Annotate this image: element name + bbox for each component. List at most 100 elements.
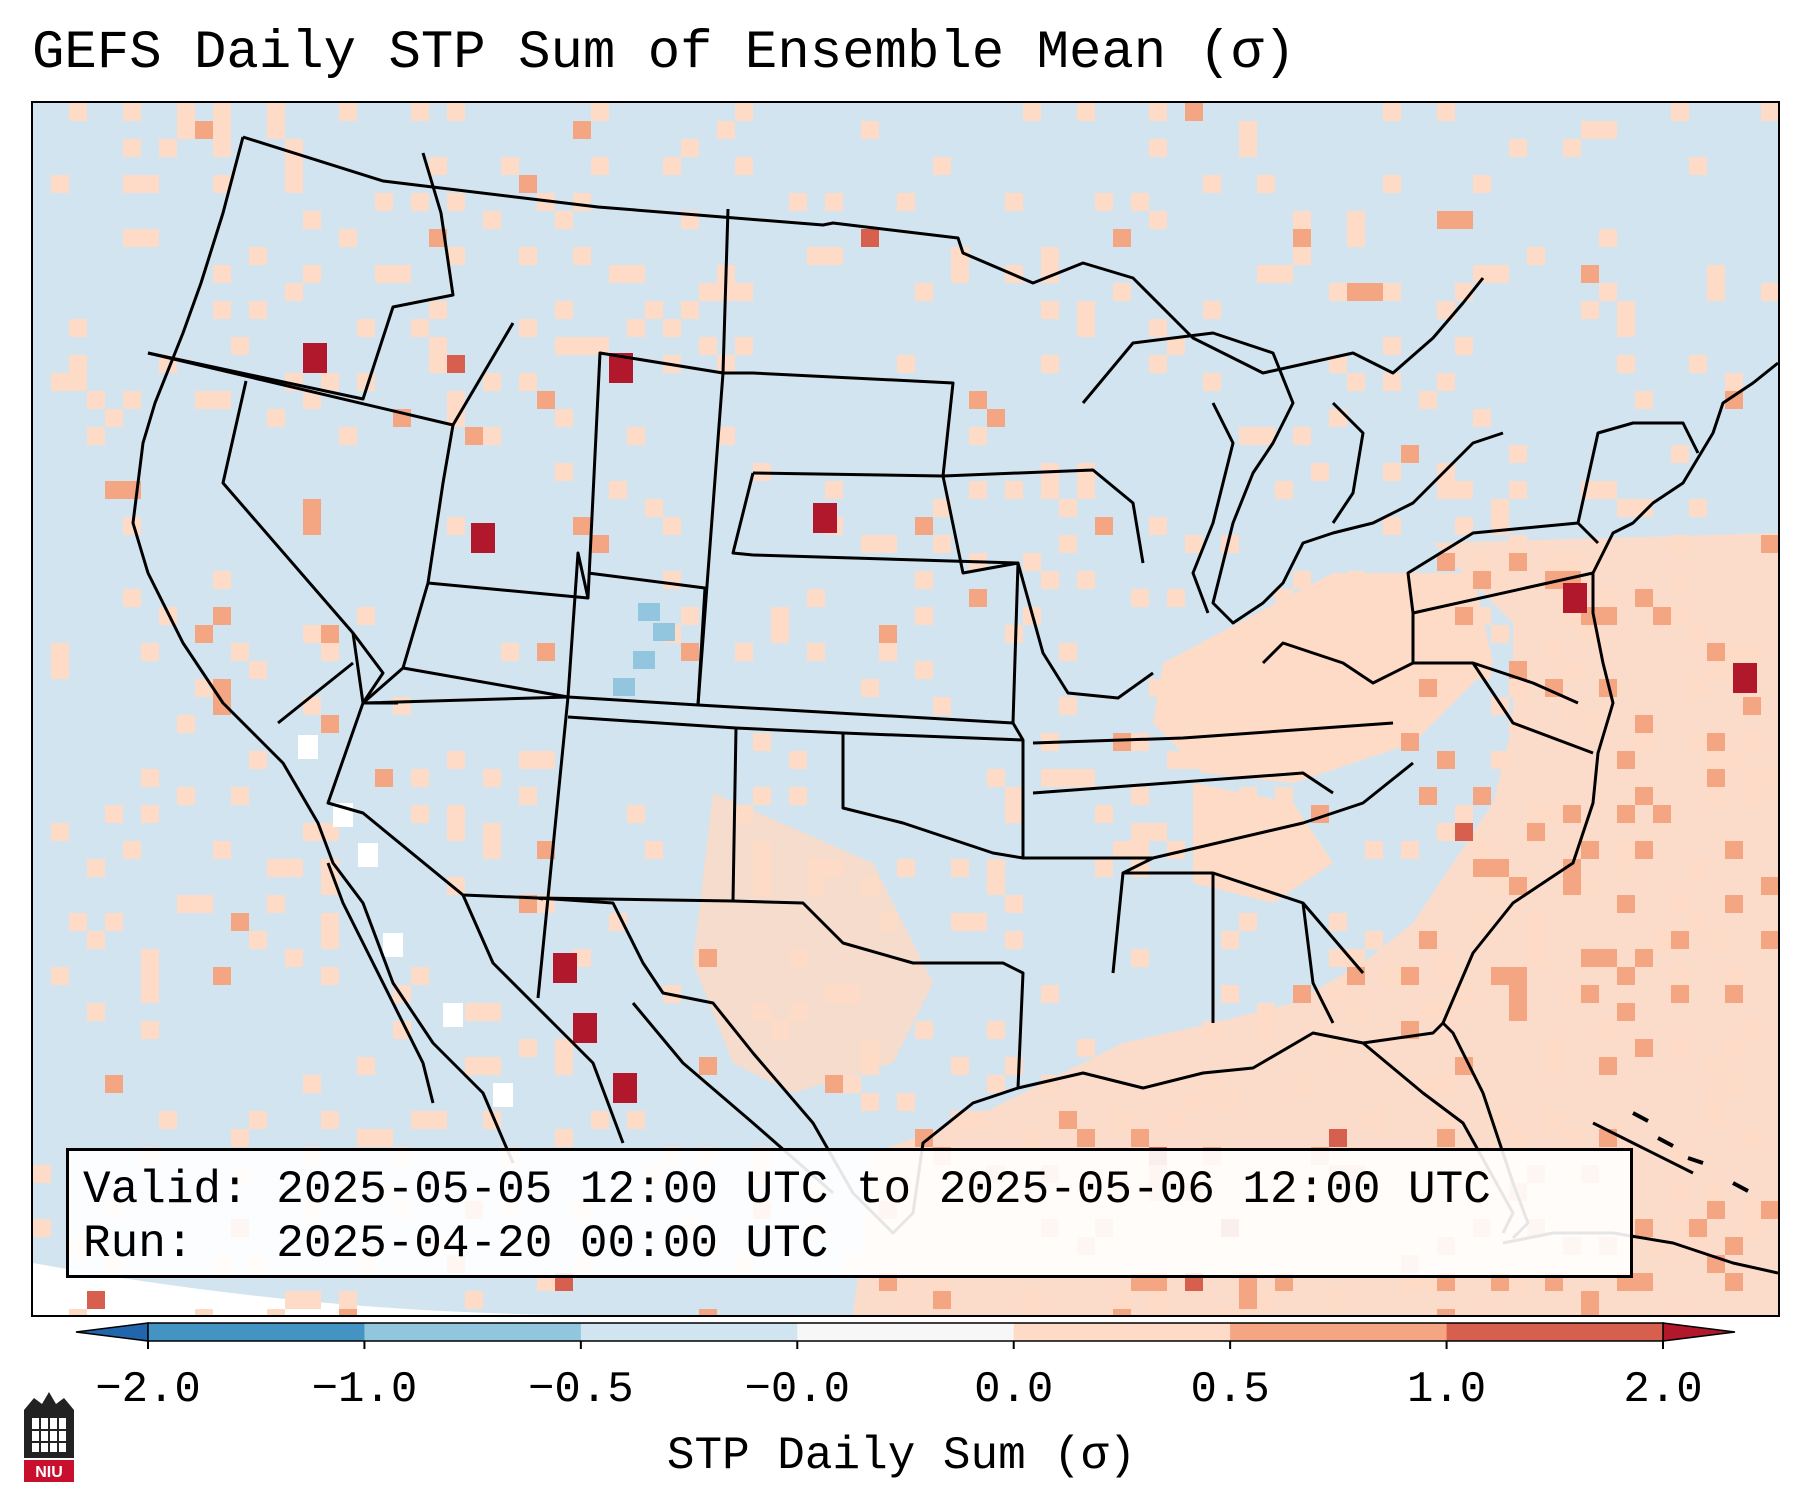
stp-cell xyxy=(141,967,159,985)
stp-cell xyxy=(627,427,645,445)
stp-cell xyxy=(231,643,249,661)
stp-cell xyxy=(1203,1075,1221,1093)
stp-cell xyxy=(915,571,933,589)
stp-cell xyxy=(1437,103,1455,121)
stp-cell xyxy=(1473,571,1491,589)
stp-cell xyxy=(1437,967,1455,985)
stp-cell xyxy=(465,1003,483,1021)
stp-cell xyxy=(627,805,645,823)
stp-cell xyxy=(1437,949,1455,967)
stp-cell xyxy=(1113,841,1131,859)
stp-cell xyxy=(1581,625,1599,643)
colorbar-border xyxy=(147,1322,1664,1342)
stp-cell xyxy=(1293,571,1311,589)
stp-cell xyxy=(735,103,753,121)
stp-cell xyxy=(1257,841,1275,859)
stp-cell xyxy=(591,157,609,175)
colorbar-tick-label: 1.0 xyxy=(1407,1365,1486,1415)
stp-cell xyxy=(1149,211,1167,229)
stp-extreme-cell xyxy=(553,953,577,983)
stp-cell xyxy=(915,517,933,535)
stp-cell xyxy=(879,625,897,643)
stp-cell xyxy=(1599,229,1617,247)
stp-cell xyxy=(1509,679,1527,697)
stp-cell xyxy=(1707,643,1725,661)
stp-cell xyxy=(897,859,915,877)
stp-cell xyxy=(1599,1057,1617,1075)
stp-cell xyxy=(177,787,195,805)
stp-cell xyxy=(1329,733,1347,751)
stp-cell xyxy=(1347,229,1365,247)
stp-cell xyxy=(1257,679,1275,697)
stp-cell xyxy=(1113,229,1131,247)
stp-cell xyxy=(87,1291,105,1309)
stp-cell xyxy=(1455,805,1473,823)
colorbar-tick-label: −0.5 xyxy=(528,1365,634,1415)
stp-cell xyxy=(1419,1003,1437,1021)
stp-cell xyxy=(213,607,231,625)
stp-cell xyxy=(1707,265,1725,283)
stp-cell xyxy=(1527,823,1545,841)
stp-cell xyxy=(1437,1075,1455,1093)
stp-cell xyxy=(1671,895,1689,913)
stp-map[interactable] xyxy=(33,103,1778,1315)
stp-cell xyxy=(591,337,609,355)
stp-cell xyxy=(1257,1291,1275,1309)
stp-cell xyxy=(1761,877,1778,895)
stp-cell xyxy=(267,103,285,121)
stp-cell xyxy=(51,661,69,679)
stp-cell xyxy=(1077,301,1095,319)
stp-cell xyxy=(915,607,933,625)
stp-cell xyxy=(1455,985,1473,1003)
stp-cell xyxy=(1185,1093,1203,1111)
stp-cell xyxy=(1473,787,1491,805)
stp-cell xyxy=(1437,211,1455,229)
stp-cell xyxy=(1635,499,1653,517)
stp-cell xyxy=(1329,985,1347,1003)
stp-cell xyxy=(339,427,357,445)
stp-cell xyxy=(753,733,771,751)
stp-cell xyxy=(1581,1309,1599,1315)
stp-cell xyxy=(1275,787,1293,805)
stp-cell xyxy=(897,1093,915,1111)
stp-cell xyxy=(1023,1129,1041,1147)
stp-cell xyxy=(519,787,537,805)
stp-cell xyxy=(1509,985,1527,1003)
stp-cell xyxy=(429,355,447,373)
stp-cell xyxy=(573,121,591,139)
stp-cell xyxy=(1545,1057,1563,1075)
stp-cell xyxy=(213,301,231,319)
stp-cell xyxy=(411,967,429,985)
stp-cell xyxy=(1725,895,1743,913)
stp-cell xyxy=(1113,733,1131,751)
stp-cell xyxy=(987,1075,1005,1093)
stp-cell xyxy=(1347,643,1365,661)
stp-cell xyxy=(1617,859,1635,877)
stp-cell xyxy=(933,1291,951,1309)
stp-cell xyxy=(141,175,159,193)
stp-cell xyxy=(1203,1309,1221,1315)
stp-cell xyxy=(951,265,969,283)
map-panel[interactable] xyxy=(31,101,1780,1317)
stp-cell xyxy=(339,229,357,247)
stp-cell xyxy=(555,1057,573,1075)
stp-cell xyxy=(1113,1309,1131,1315)
stp-cell xyxy=(555,211,573,229)
stp-cell xyxy=(1131,949,1149,967)
colorbar-tick-label: −1.0 xyxy=(312,1365,418,1415)
stp-cell xyxy=(1671,1039,1689,1057)
stp-cell xyxy=(1581,1291,1599,1309)
stp-cell xyxy=(1437,661,1455,679)
stp-cell xyxy=(1545,679,1563,697)
stp-cell xyxy=(519,175,537,193)
stp-cell xyxy=(1149,679,1167,697)
stp-cell xyxy=(1653,931,1671,949)
stp-cell xyxy=(825,985,843,1003)
stp-cell xyxy=(1041,769,1059,787)
stp-cell xyxy=(879,535,897,553)
colorbar-tick-label: −0.0 xyxy=(744,1365,850,1415)
stp-cell xyxy=(1707,769,1725,787)
stp-cell xyxy=(1149,139,1167,157)
stp-cell xyxy=(1077,769,1095,787)
stp-cell xyxy=(1131,841,1149,859)
